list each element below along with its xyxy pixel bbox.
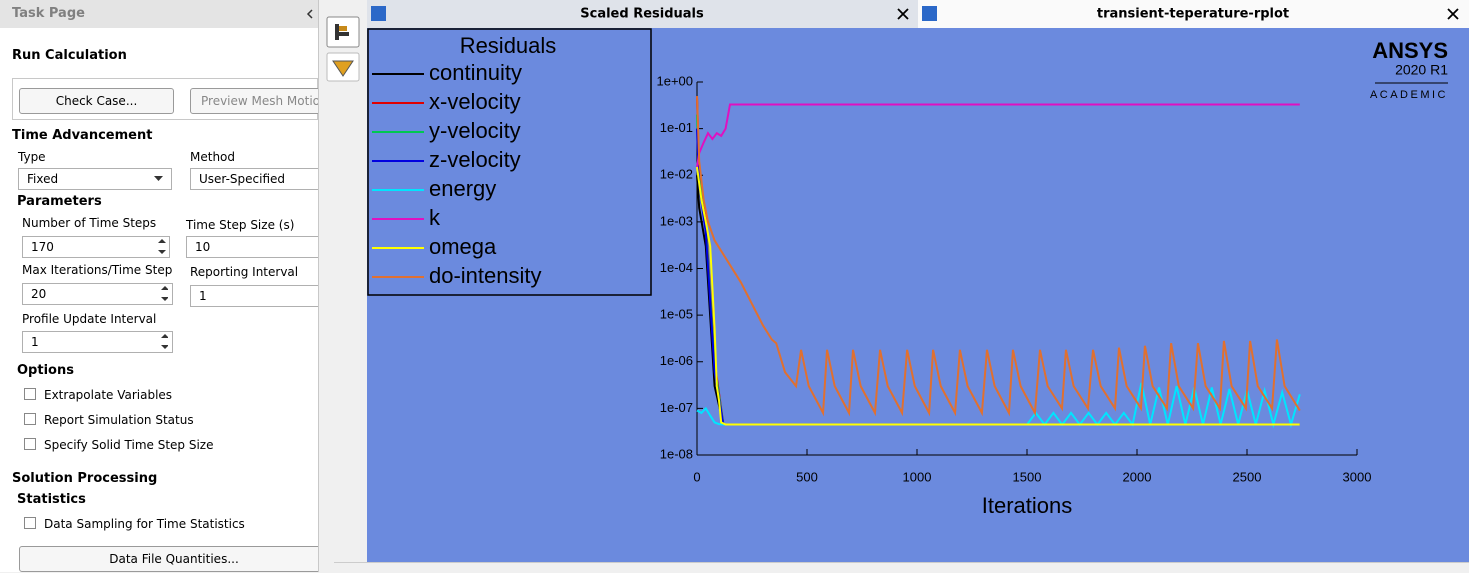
checkbox-label: Data Sampling for Time Statistics bbox=[44, 517, 245, 531]
legend-box bbox=[367, 28, 652, 296]
legend-label: do-intensity bbox=[429, 263, 542, 288]
y-tick-label: 1e-04 bbox=[660, 260, 693, 275]
number-input[interactable]: 1 bbox=[190, 285, 330, 307]
x-tick-label: 500 bbox=[796, 469, 818, 484]
number-input[interactable]: 170 bbox=[22, 236, 170, 258]
number-input[interactable]: 1 bbox=[22, 331, 173, 353]
tab[interactable] bbox=[918, 0, 1469, 28]
y-tick-label: 1e-02 bbox=[660, 167, 693, 182]
y-tick-label: 1e-05 bbox=[660, 307, 693, 322]
section-heading: Parameters bbox=[17, 194, 102, 209]
y-tick-label: 1e-07 bbox=[660, 400, 693, 415]
logo-edition: ACADEMIC bbox=[1370, 89, 1448, 101]
panel-header bbox=[0, 0, 318, 28]
method-dropdown[interactable]: User-Specified bbox=[190, 168, 330, 190]
spinner-arrows[interactable] bbox=[156, 237, 168, 353]
field-label: Max Iterations/Time Step bbox=[22, 263, 173, 277]
legend-label: k bbox=[429, 205, 441, 230]
panel-title: Task Page bbox=[12, 6, 85, 21]
y-tick-label: 1e-08 bbox=[660, 446, 693, 461]
section-heading: Run Calculation bbox=[12, 48, 127, 63]
preview-mesh-button[interactable]: Preview Mesh Motion bbox=[190, 88, 330, 114]
section-heading: Time Advancement bbox=[12, 128, 153, 143]
data-file-button[interactable]: Data File Quantities... bbox=[19, 546, 329, 572]
toolbar-icons[interactable] bbox=[326, 16, 362, 84]
legend-label: omega bbox=[429, 234, 497, 259]
residuals-chart: ANSYS 2020 R1 ACADEMIC 1e-08 1e-07 1e-06 1e… bbox=[367, 28, 1469, 562]
checkbox[interactable] bbox=[24, 388, 36, 400]
checkbox[interactable] bbox=[24, 438, 36, 450]
field-label: Reporting Interval bbox=[190, 265, 299, 279]
number-input[interactable]: 10 bbox=[186, 236, 326, 258]
legend-label: continuity bbox=[429, 60, 522, 85]
legend-label: z-velocity bbox=[429, 147, 521, 172]
section-heading: Statistics bbox=[17, 492, 86, 507]
checkbox-label: Report Simulation Status bbox=[44, 413, 194, 427]
x-tick-label: 0 bbox=[693, 469, 700, 484]
checkbox-label: Extrapolate Variables bbox=[44, 388, 173, 402]
residual-line bbox=[696, 103, 1300, 168]
section-heading: Options bbox=[17, 363, 74, 378]
residual-line bbox=[696, 166, 1300, 426]
status-strip bbox=[334, 562, 1469, 573]
field-label: Profile Update Interval bbox=[22, 312, 157, 326]
field-label: Method bbox=[190, 150, 236, 164]
tab-title[interactable]: transient-teperature-rplot bbox=[1096, 6, 1290, 22]
field-label: Number of Time Steps bbox=[22, 216, 157, 230]
field-label: Type bbox=[18, 150, 46, 164]
residual-line bbox=[696, 96, 1301, 417]
x-tick-label: 3000 bbox=[1343, 469, 1372, 484]
logo-version: 2020 R1 bbox=[1395, 62, 1448, 78]
x-tick-label: 2000 bbox=[1123, 469, 1152, 484]
section-heading: Solution Processing bbox=[12, 471, 158, 486]
logo-name: ANSYS bbox=[1372, 38, 1448, 63]
y-tick-label: 1e-03 bbox=[660, 213, 693, 228]
x-tick-label: 1500 bbox=[1013, 469, 1042, 484]
toolbar bbox=[318, 0, 368, 572]
check-case-button[interactable]: Check Case... bbox=[19, 88, 174, 114]
dropdown-arrow bbox=[154, 176, 163, 181]
x-tick-label: 2500 bbox=[1233, 469, 1262, 484]
checkbox[interactable] bbox=[24, 413, 36, 425]
x-tick-label: 1000 bbox=[903, 469, 932, 484]
y-tick-label: 1e-01 bbox=[660, 120, 693, 135]
tab-icons bbox=[371, 6, 1459, 21]
legend-title: Residuals bbox=[460, 33, 557, 58]
checkbox-label: Specify Solid Time Step Size bbox=[44, 438, 214, 452]
collapse-icon[interactable] bbox=[305, 8, 315, 20]
type-dropdown[interactable]: Fixed bbox=[18, 168, 172, 190]
field-label: Time Step Size (s) bbox=[186, 218, 295, 232]
y-tick-label: 1e+00 bbox=[656, 73, 693, 88]
legend-label: energy bbox=[429, 176, 496, 201]
legend-label: y-velocity bbox=[429, 118, 521, 143]
tab-title[interactable]: Scaled Residuals bbox=[580, 6, 704, 22]
task-panel: Task Page Run Calculation Check Case... … bbox=[0, 0, 330, 572]
number-input[interactable]: 20 bbox=[22, 283, 173, 305]
checkbox[interactable] bbox=[24, 517, 36, 529]
tab[interactable] bbox=[367, 0, 918, 28]
legend-label: x-velocity bbox=[429, 89, 521, 114]
x-axis-title: Iterations bbox=[982, 493, 1073, 518]
y-tick-label: 1e-06 bbox=[660, 353, 693, 368]
